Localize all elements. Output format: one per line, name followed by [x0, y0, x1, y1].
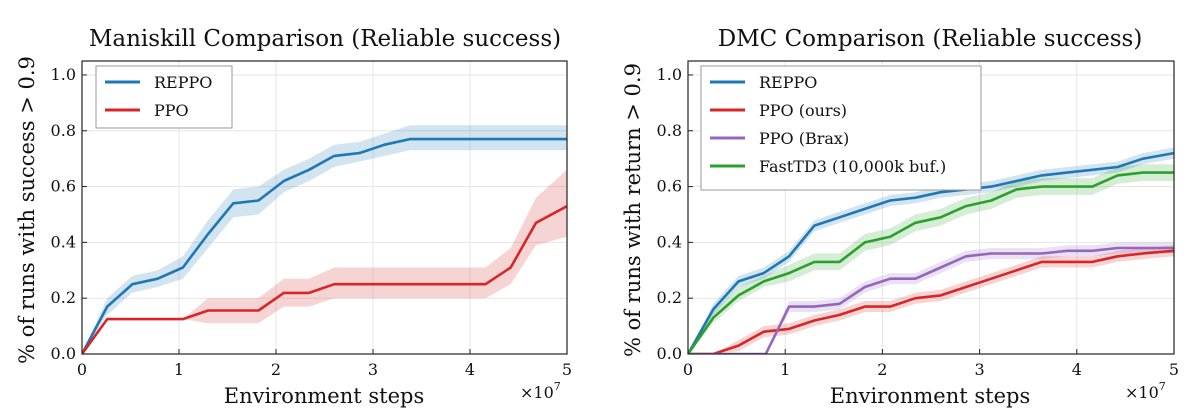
legend-entry: REPPO: [154, 73, 212, 92]
chart-dmc: 0 1 2 3 4 5 0.0 0.2 0.4 0.6 0.8 1.0 DMC Comparison …: [621, 26, 1179, 408]
legend-box: [95, 65, 233, 129]
y-tick-label: 0.4: [657, 232, 682, 251]
x-axis-label: Environment steps: [830, 384, 1030, 408]
confidence-band: [688, 245, 1174, 354]
x-axis-label: Environment steps: [224, 384, 424, 408]
confidence-band: [82, 169, 567, 354]
chart-title: DMC Comparison (Reliable success): [718, 26, 1143, 52]
x-tick-label: 3: [368, 360, 378, 379]
y-tick-label: 0.8: [657, 121, 682, 140]
x-tick-label: 4: [1072, 360, 1082, 379]
series-line: [82, 204, 567, 354]
legend-entry: PPO: [154, 101, 189, 120]
y-axis-label: % of runs with success > 0.9: [15, 56, 39, 364]
x-tick-label: 1: [174, 360, 184, 379]
x-scale-label: ×107: [520, 380, 561, 402]
legend-entry: PPO (Brax): [759, 129, 849, 148]
series-line: [688, 151, 1174, 354]
y-tick-label: 0.6: [657, 177, 682, 196]
plot-frame: [687, 60, 1175, 355]
x-tick-label: 1: [780, 360, 790, 379]
series-line: [688, 246, 1174, 354]
x-tick-label: 0: [683, 360, 693, 379]
legend-entry: FastTD3 (10,000k buf.): [759, 157, 946, 176]
x-scale-label: ×107: [1125, 380, 1166, 402]
y-tick-label: 0.6: [51, 177, 76, 196]
series-line: [82, 137, 567, 354]
legend-entry: REPPO: [759, 73, 817, 92]
y-tick-label: 0.8: [51, 121, 76, 140]
legend-box: [700, 65, 982, 191]
y-tick-label: 1.0: [657, 65, 682, 84]
series-line: [688, 171, 1174, 354]
series-group: [82, 125, 567, 354]
y-tick-label: 0.2: [51, 288, 76, 307]
y-axis-label: % of runs with return > 0.9: [621, 63, 645, 357]
chart-maniskill: 0 1 2 3 4 5 0.0 0.2 0.4 0.6 0.8 1.0 Maniskill Compa…: [15, 26, 572, 408]
x-tick-label: 5: [1169, 360, 1179, 379]
legend: REPPO PPO: [95, 65, 233, 129]
legend: REPPO PPO (ours) PPO (Brax) FastTD3 (10,000…: [700, 65, 982, 191]
chart-title: Maniskill Comparison (Reliable success): [89, 26, 561, 52]
x-tick-label: 2: [877, 360, 887, 379]
y-tick-label: 0.0: [657, 344, 682, 363]
x-tick-label: 2: [271, 360, 281, 379]
y-tick-label: 1.0: [51, 65, 76, 84]
legend-entry: PPO (ours): [759, 101, 847, 120]
x-tick-label: 0: [77, 360, 87, 379]
plot-frame: [81, 60, 568, 355]
y-tick-label: 0.0: [51, 344, 76, 363]
y-tick-label: 0.2: [657, 288, 682, 307]
x-tick-label: 3: [975, 360, 985, 379]
x-tick-label: 4: [465, 360, 475, 379]
y-tick-label: 0.4: [51, 232, 76, 251]
series-line: [688, 249, 1174, 354]
x-tick-label: 5: [562, 360, 572, 379]
confidence-band: [82, 125, 567, 354]
